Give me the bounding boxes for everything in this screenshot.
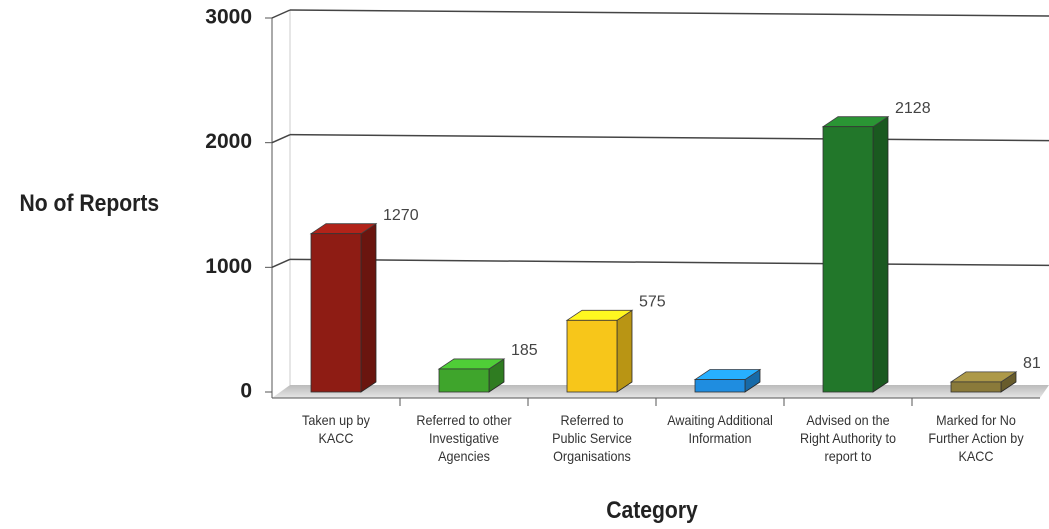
bar-side [872,115,889,393]
x-tick-label: Advised on the Right Authority to report… [800,412,896,464]
value-label: 2128 [895,100,931,117]
y-tick-label: 1000 [205,255,252,278]
y-axis-title: No of Reports [19,190,160,217]
bar [566,319,618,393]
value-label: 81 [1023,355,1041,372]
y-tick-label: 2000 [205,130,252,153]
grid-line [289,258,1049,267]
grid-line [289,133,1049,142]
bar [310,233,362,393]
x-axis-title: Category [606,497,698,524]
x-tick-label: Awaiting Additional Information [667,412,773,446]
y-tick-label: 3000 [205,6,252,29]
value-label: 185 [511,342,538,359]
value-label: 575 [639,294,666,311]
bar-side [616,309,633,393]
x-tick-label: Taken up by KACC [302,412,370,446]
x-tick-label: Referred to Public Service Organisations [552,412,632,464]
grid-line [289,9,1049,17]
bar [950,381,1002,393]
value-label: 1270 [383,207,419,224]
grid-line [271,258,291,269]
bar-side [360,222,377,393]
y-tick-label: 0 [240,380,252,403]
bar [438,368,490,393]
bar [822,126,874,393]
bar [694,379,746,393]
floor [272,385,1049,398]
x-tick-label: Referred to other Investigative Agencies [416,412,512,464]
grid-line [271,9,291,19]
x-tick-label: Marked for No Further Action by KACC [928,412,1024,464]
grid-line [271,133,291,144]
